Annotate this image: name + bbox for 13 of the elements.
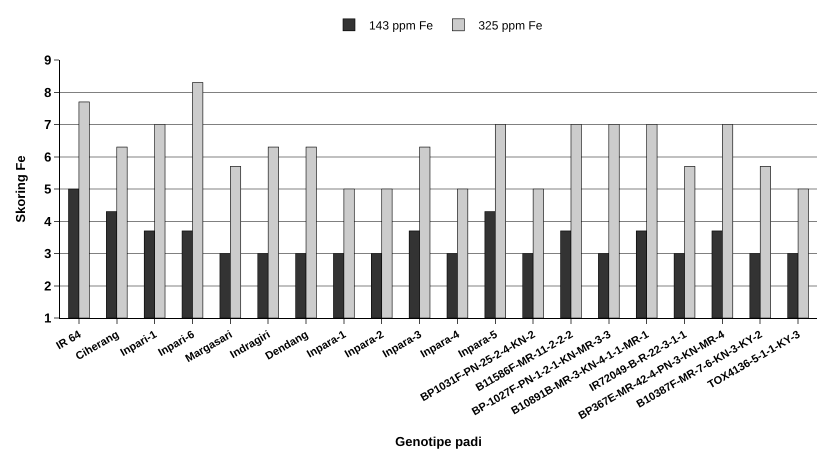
y-tick-label: 6 [44,149,52,164]
y-tick-label: 4 [44,214,52,229]
y-axis-title: Skoring Fe [13,155,28,223]
y-tick-label: 8 [44,84,52,100]
legend-label: 143 ppm Fe [369,18,434,33]
y-tick-label: 3 [44,246,52,262]
x-axis-title: Genotipe padi [395,434,482,449]
y-tick-label: 1 [44,310,52,326]
y-tick-label: 7 [44,117,52,132]
legend-label: 325 ppm Fe [478,18,543,33]
y-tick-label: 2 [44,278,52,294]
y-tick-label: 9 [44,52,52,68]
y-tick-label: 5 [44,182,52,197]
